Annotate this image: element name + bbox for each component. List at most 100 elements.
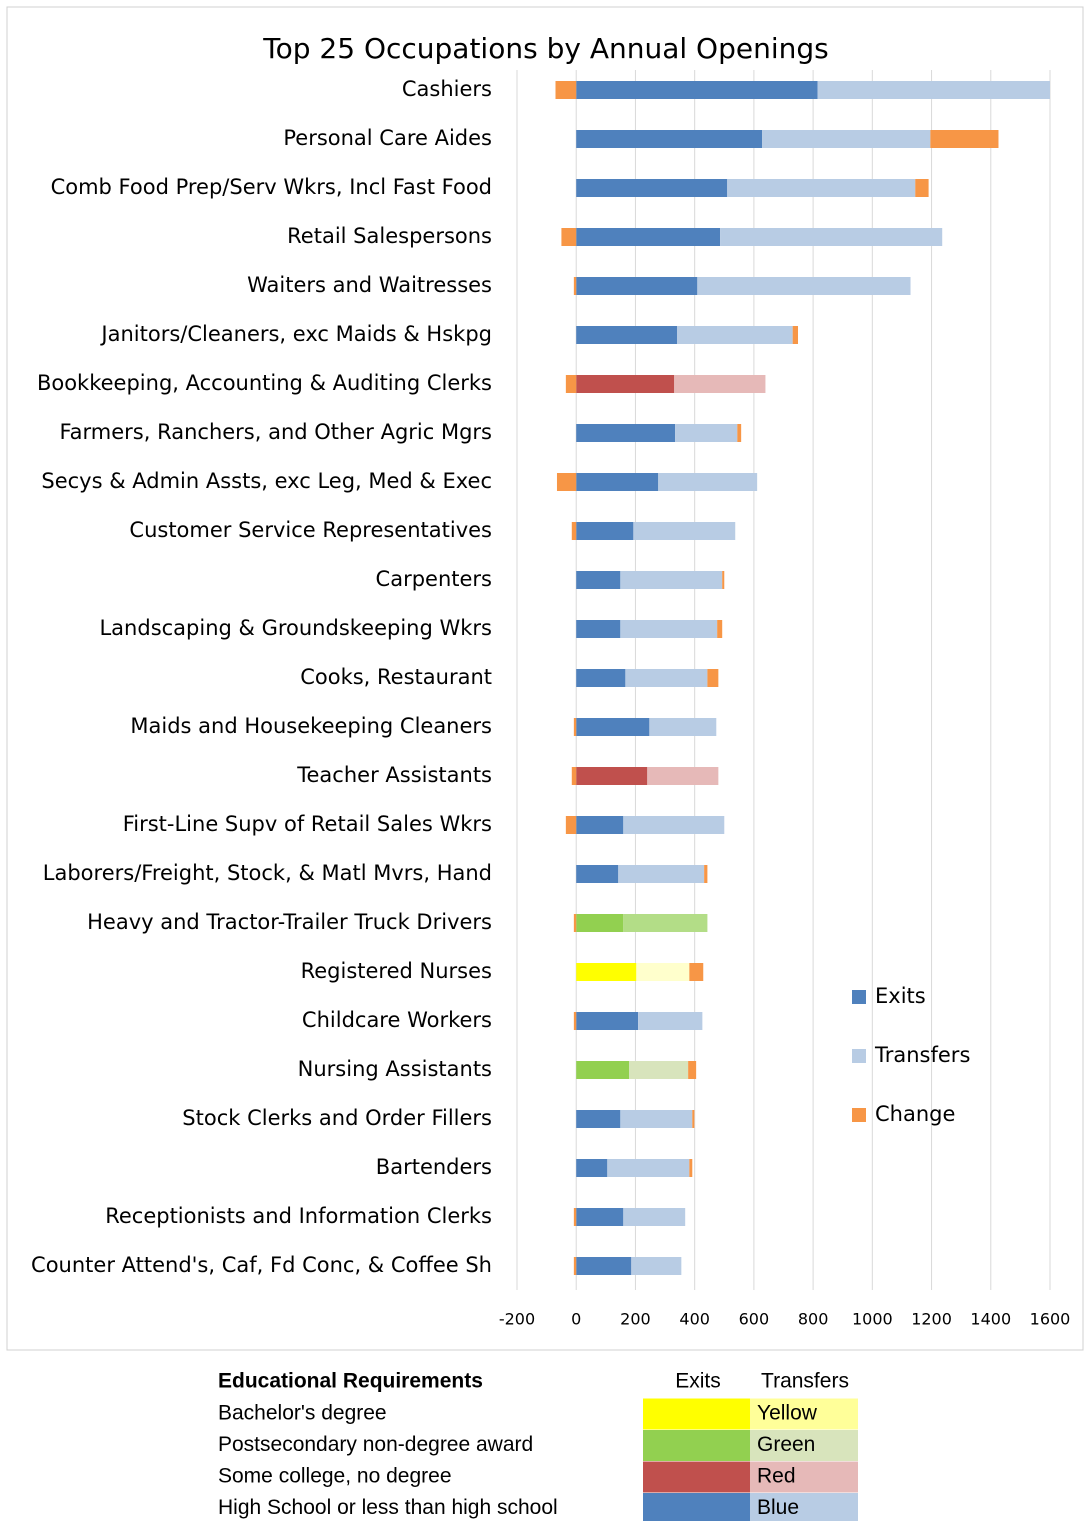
bar-segment: [722, 571, 725, 589]
table-header: Transfers: [761, 1370, 849, 1393]
bar-segment: [792, 326, 799, 344]
legend-swatch: [852, 1108, 866, 1122]
bar-segment: [629, 1061, 689, 1079]
bar-segment: [571, 522, 577, 540]
y-tick-label: Childcare Workers: [302, 1008, 492, 1032]
bar-segment: [576, 1159, 608, 1177]
bar-segment: [556, 473, 577, 491]
color-cell: [643, 1461, 750, 1493]
bar-segment: [576, 816, 624, 834]
y-tick-label: Nursing Assistants: [298, 1057, 492, 1081]
x-tick-label: 1400: [970, 1310, 1011, 1329]
bar-segment: [576, 522, 634, 540]
bar-segment: [638, 1012, 703, 1030]
legend-swatch: [852, 990, 866, 1004]
y-tick-label: Janitors/Cleaners, exc Maids & Hskpg: [99, 322, 492, 346]
color-cell: [750, 1493, 858, 1521]
y-tick-label: Secys & Admin Assts, exc Leg, Med & Exec: [41, 469, 492, 493]
x-tick-label: 1200: [911, 1310, 952, 1329]
color-cell: [643, 1398, 750, 1430]
y-tick-label: Farmers, Ranchers, and Other Agric Mgrs: [60, 420, 493, 444]
bar-segment: [636, 963, 690, 981]
bar-segment: [727, 179, 916, 197]
bar-segment: [762, 130, 931, 148]
bar-segment: [565, 375, 577, 393]
bar-segment: [607, 1159, 690, 1177]
bar-segment: [930, 130, 999, 148]
bar-segment: [573, 718, 577, 736]
bar-segment: [576, 963, 637, 981]
bar-segment: [737, 424, 742, 442]
table-header: Exits: [675, 1370, 721, 1393]
table-label: Bachelor's degree: [218, 1402, 387, 1425]
bar-segment: [576, 914, 624, 932]
color-cell: [643, 1430, 750, 1461]
bar-segment: [697, 277, 911, 295]
bar-segment: [707, 669, 719, 687]
color-cell: [643, 1493, 750, 1521]
bar-segment: [571, 767, 577, 785]
bar-segment: [573, 1208, 577, 1226]
bar-segment: [620, 1110, 693, 1128]
bar-segment: [576, 375, 675, 393]
bar-segment: [620, 620, 718, 638]
x-tick-label: 200: [620, 1310, 651, 1329]
bar-segment: [576, 277, 698, 295]
legend-swatch: [852, 1049, 866, 1063]
bar-segment: [576, 571, 621, 589]
bar-segment: [576, 1012, 639, 1030]
bar-segment: [623, 816, 725, 834]
table-title: Educational Requirements: [218, 1370, 483, 1393]
color-cell: [750, 1398, 858, 1430]
y-tick-label: Retail Salespersons: [287, 224, 492, 248]
bar-segment: [576, 424, 676, 442]
color-name: Yellow: [757, 1402, 818, 1425]
bar-segment: [573, 914, 577, 932]
color-name: Green: [757, 1433, 815, 1456]
bar-segment: [576, 1061, 630, 1079]
bar-segment: [561, 228, 577, 246]
y-tick-label: Carpenters: [376, 567, 492, 591]
bar-segment: [576, 669, 626, 687]
bar-segment: [576, 179, 728, 197]
y-tick-label: Stock Clerks and Order Fillers: [182, 1106, 492, 1130]
bar-segment: [689, 1159, 693, 1177]
table-label: Postsecondary non-degree award: [218, 1433, 533, 1456]
x-tick-label: 400: [679, 1310, 710, 1329]
y-tick-label: Registered Nurses: [301, 959, 492, 983]
bar-segment: [674, 375, 766, 393]
y-tick-label: Heavy and Tractor-Trailer Truck Drivers: [87, 910, 492, 934]
bar-segment: [576, 228, 721, 246]
bar-segment: [555, 81, 577, 99]
bar-segment: [576, 1257, 632, 1275]
bar-segment: [576, 1208, 624, 1226]
x-tick-label: 0: [571, 1310, 581, 1329]
x-tick-label: 600: [739, 1310, 770, 1329]
bar-segment: [576, 718, 650, 736]
bar-segment: [625, 669, 708, 687]
y-tick-label: Bookkeeping, Accounting & Auditing Clerk…: [37, 371, 492, 395]
bar-segment: [633, 522, 736, 540]
bar-segment: [817, 81, 1050, 99]
y-tick-label: Waiters and Waitresses: [247, 273, 492, 297]
bar-segment: [688, 1061, 697, 1079]
y-tick-label: Personal Care Aides: [283, 126, 492, 150]
bar-segment: [649, 718, 717, 736]
bar-segment: [677, 326, 793, 344]
y-tick-label: First-Line Supv of Retail Sales Wkrs: [123, 812, 492, 836]
chart-frame: [6, 6, 1084, 1351]
bar-segment: [618, 865, 705, 883]
y-tick-label: Counter Attend's, Caf, Fd Conc, & Coffee…: [31, 1253, 492, 1277]
bar-segment: [658, 473, 758, 491]
bar-segment: [573, 1257, 577, 1275]
color-cell: [750, 1461, 858, 1493]
chart-title: Top 25 Occupations by Annual Openings: [262, 32, 828, 65]
color-cell: [750, 1430, 858, 1461]
y-tick-label: Maids and Housekeeping Cleaners: [130, 714, 492, 738]
bar-segment: [576, 81, 818, 99]
bar-segment: [692, 1110, 695, 1128]
bar-segment: [576, 473, 659, 491]
bar-segment: [915, 179, 929, 197]
bar-segment: [576, 1110, 621, 1128]
y-tick-label: Receptionists and Information Clerks: [105, 1204, 492, 1228]
